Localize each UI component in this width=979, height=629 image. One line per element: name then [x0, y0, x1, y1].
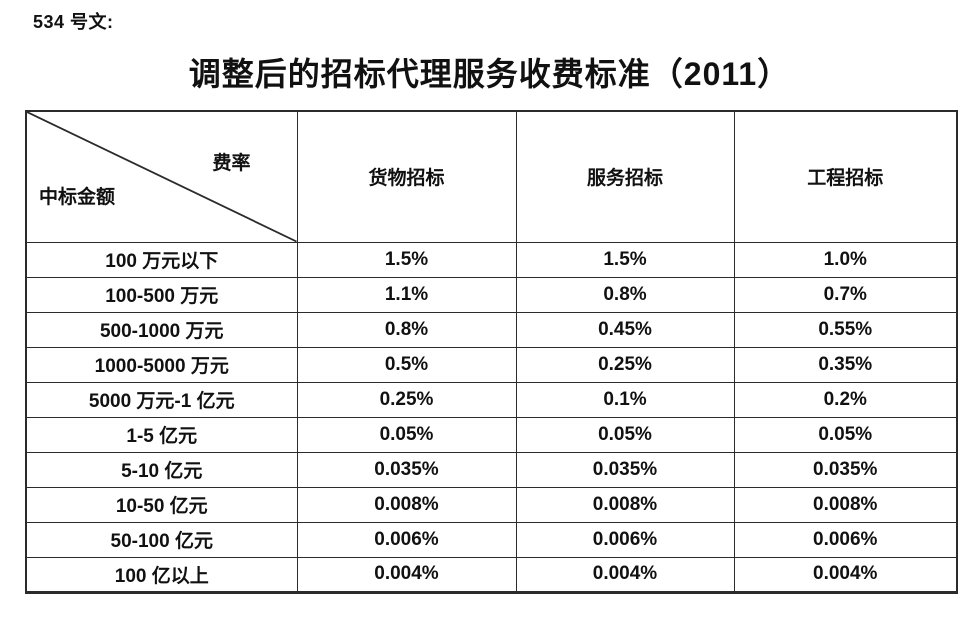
page-title: 调整后的招标代理服务收费标准（2011） [188, 56, 791, 92]
amount-range-cell: 500-1000 万元 [25, 311, 298, 348]
service-rate-cell: 0.45% [515, 311, 735, 348]
amount-range-cell: 50-100 亿元 [25, 521, 298, 558]
corner-label-rate: 费率 [212, 153, 251, 174]
goods-rate-cell: 0.008% [296, 486, 517, 523]
table-row: 100-500 万元 1.1% 0.8% 0.7% [25, 276, 958, 313]
service-rate-cell: 0.25% [515, 346, 735, 383]
column-header-service-tender: 服务招标 [515, 110, 735, 243]
engineering-rate-cell: 0.006% [733, 521, 958, 558]
goods-rate-cell: 0.25% [296, 381, 517, 418]
goods-rate-cell: 0.8% [296, 311, 517, 348]
table-row: 1-5 亿元 0.05% 0.05% 0.05% [25, 416, 958, 453]
column-header-goods-tender: 货物招标 [296, 110, 517, 243]
table-row: 50-100 亿元 0.006% 0.006% 0.006% [25, 521, 958, 558]
header-row: 费率 中标金额 货物招标 服务招标 工程招标 [25, 110, 958, 243]
engineering-rate-cell: 0.035% [733, 451, 958, 488]
service-rate-cell: 0.05% [515, 416, 735, 453]
engineering-rate-cell: 0.05% [733, 416, 958, 453]
service-rate-cell: 0.035% [515, 451, 735, 488]
table-row: 10-50 亿元 0.008% 0.008% 0.008% [25, 486, 958, 523]
amount-range-cell: 5000 万元-1 亿元 [25, 381, 298, 418]
amount-range-cell: 10-50 亿元 [25, 486, 298, 523]
amount-range-cell: 1000-5000 万元 [25, 346, 298, 383]
engineering-rate-cell: 0.2% [733, 381, 958, 418]
table-row: 500-1000 万元 0.8% 0.45% 0.55% [25, 311, 958, 348]
goods-rate-cell: 0.006% [296, 521, 517, 558]
table-row: 5-10 亿元 0.035% 0.035% 0.035% [25, 451, 958, 488]
goods-rate-cell: 1.1% [296, 276, 517, 313]
goods-rate-cell: 0.004% [296, 556, 517, 593]
table-row: 5000 万元-1 亿元 0.25% 0.1% 0.2% [25, 381, 958, 418]
corner-label-amount: 中标金额 [39, 187, 116, 208]
column-header-engineering-tender: 工程招标 [733, 110, 958, 243]
engineering-rate-cell: 0.7% [733, 276, 958, 313]
service-rate-cell: 0.8% [515, 276, 735, 313]
doc-number-label: 534 号文: [33, 12, 114, 32]
engineering-rate-cell: 0.004% [733, 556, 958, 593]
goods-rate-cell: 0.5% [296, 346, 517, 383]
amount-range-cell: 100 万元以下 [25, 241, 298, 278]
service-rate-cell: 0.008% [515, 486, 735, 523]
amount-range-cell: 100 亿以上 [25, 556, 298, 593]
service-rate-cell: 0.006% [515, 521, 735, 558]
amount-range-cell: 1-5 亿元 [25, 416, 298, 453]
amount-range-cell: 100-500 万元 [25, 276, 298, 313]
table-row: 100 亿以上 0.004% 0.004% 0.004% [25, 556, 958, 593]
diagonal-divider-line [27, 112, 297, 242]
table-row: 100 万元以下 1.5% 1.5% 1.0% [25, 241, 958, 278]
goods-rate-cell: 0.035% [296, 451, 517, 488]
amount-range-cell: 5-10 亿元 [25, 451, 298, 488]
table-row: 1000-5000 万元 0.5% 0.25% 0.35% [25, 346, 958, 383]
engineering-rate-cell: 1.0% [733, 241, 958, 278]
service-rate-cell: 1.5% [515, 241, 735, 278]
engineering-rate-cell: 0.008% [733, 486, 958, 523]
corner-header-cell: 费率 中标金额 [25, 110, 298, 243]
engineering-rate-cell: 0.35% [733, 346, 958, 383]
fee-standards-table: 费率 中标金额 货物招标 服务招标 工程招标 100 万元以下 1.5% 1.5… [25, 110, 958, 594]
goods-rate-cell: 0.05% [296, 416, 517, 453]
goods-rate-cell: 1.5% [296, 241, 517, 278]
service-rate-cell: 0.1% [515, 381, 735, 418]
engineering-rate-cell: 0.55% [733, 311, 958, 348]
service-rate-cell: 0.004% [515, 556, 735, 593]
